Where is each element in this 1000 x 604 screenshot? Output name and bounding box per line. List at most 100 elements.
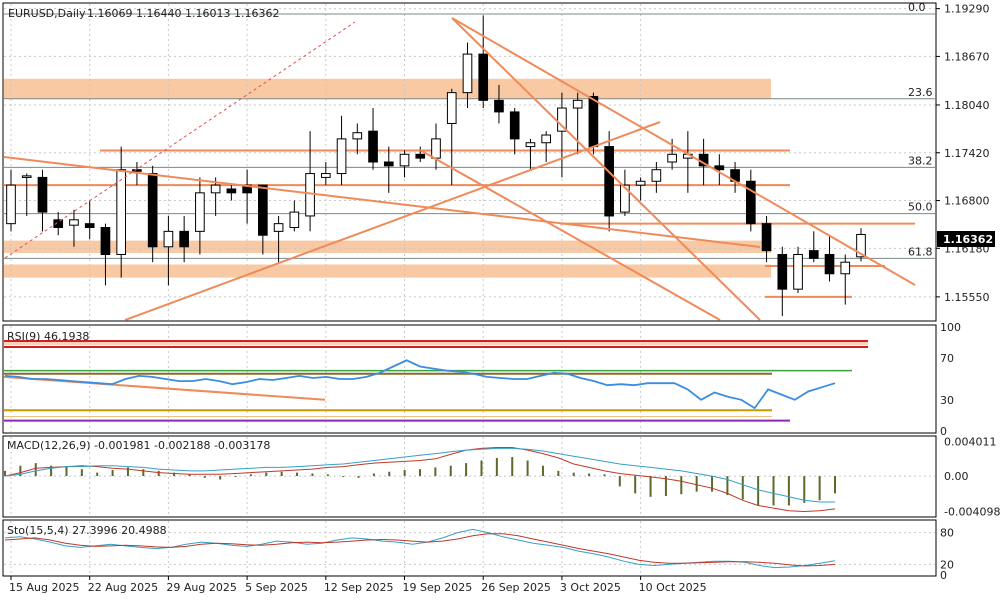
candle-body xyxy=(84,223,95,229)
candle-body xyxy=(116,169,127,255)
price-tick-label: 1.16800 xyxy=(944,195,990,208)
current-price-label: 1.16362 xyxy=(943,233,993,246)
candle-body xyxy=(6,184,16,225)
candle-body xyxy=(793,253,803,290)
price-axis: 1.192901.186701.180401.174201.168001.161… xyxy=(936,3,990,304)
candle-body xyxy=(195,192,205,232)
trendline xyxy=(451,17,761,321)
sto-tick-label: 20 xyxy=(940,558,954,571)
candle-body xyxy=(226,188,237,194)
price-tick-label: 1.19290 xyxy=(944,3,990,16)
time-tick-label: 15 Aug 2025 xyxy=(9,581,79,594)
macd-layer: 0.004011 0.00 -0.004098 xyxy=(4,435,1000,519)
macd-panel-border xyxy=(2,435,937,518)
candle-body xyxy=(635,180,646,186)
candle-body xyxy=(588,95,599,148)
trendline xyxy=(419,149,721,321)
candle-body xyxy=(620,184,630,213)
candle-body xyxy=(431,138,441,159)
rsi-tick-label: 70 xyxy=(940,352,954,365)
candle-body xyxy=(21,175,32,178)
sto-tick-label: 0 xyxy=(940,569,947,582)
candle-body xyxy=(100,227,111,255)
macd-tick-label: 0.004011 xyxy=(944,435,997,448)
fib-labels: 0.0 23.6 38.2 50.0 61.8 xyxy=(908,1,933,258)
candle-body xyxy=(494,99,504,113)
time-tick-label: 19 Sep 2025 xyxy=(403,581,473,594)
rsi-band xyxy=(4,341,868,345)
candle-body xyxy=(210,184,221,194)
candle-body xyxy=(132,169,142,172)
trendlines-layer xyxy=(3,17,916,321)
candle-body xyxy=(525,142,536,148)
candle-body xyxy=(572,99,583,109)
candle-body xyxy=(368,130,378,163)
fibonacci-levels xyxy=(4,13,935,298)
current-price-tag xyxy=(937,231,995,247)
candle-body xyxy=(179,230,189,248)
fib-label: 23.6 xyxy=(908,86,933,99)
candle-body xyxy=(383,161,394,167)
candle-body xyxy=(462,53,473,94)
fib-label: 50.0 xyxy=(908,201,933,214)
sto-tick-label: 80 xyxy=(940,527,954,540)
sto-layer: 80 200 xyxy=(4,527,954,582)
rsi-line xyxy=(4,359,836,410)
support-resistance-zones xyxy=(4,78,771,278)
candle-body xyxy=(163,230,174,248)
fib-label: 0.0 xyxy=(908,1,926,14)
trendline xyxy=(3,156,761,248)
candle-body xyxy=(320,173,331,178)
candle-body xyxy=(761,223,772,252)
macd-main-line xyxy=(4,447,835,503)
time-tick-label: 26 Sep 2025 xyxy=(481,581,551,594)
time-tick-label: 12 Sep 2025 xyxy=(324,581,394,594)
price-tick-label: 1.18670 xyxy=(944,50,990,63)
rsi-panel-border xyxy=(2,324,937,434)
candle-body xyxy=(478,53,489,101)
candle-body xyxy=(336,138,347,175)
candle-body xyxy=(53,219,64,229)
sto-signal-line xyxy=(4,533,836,567)
candle-body xyxy=(273,223,284,232)
candle-body xyxy=(604,146,614,217)
time-tick-label: 3 Oct 2025 xyxy=(560,581,621,594)
candle-body xyxy=(509,111,520,140)
macd-header: MACD(12,26,9) -0.001981 -0.002188 -0.003… xyxy=(7,439,270,452)
candle-body xyxy=(824,253,835,275)
candle-body xyxy=(352,132,363,140)
candle-body xyxy=(651,169,662,182)
candle-body xyxy=(557,107,567,132)
fib-label: 61.8 xyxy=(908,245,933,258)
price-tick-label: 1.15550 xyxy=(944,291,990,304)
fib-label: 38.2 xyxy=(908,154,933,167)
zone-band xyxy=(4,264,771,278)
time-tick-label: 29 Aug 2025 xyxy=(166,581,236,594)
candle-body xyxy=(399,153,410,167)
time-axis: 15 Aug 2025 22 Aug 2025 29 Aug 2025 5 Sep 2… xyxy=(9,576,707,594)
symbol-label: EURUSD,Daily xyxy=(8,7,86,20)
candle-body xyxy=(415,153,426,159)
candle-body xyxy=(777,253,788,290)
candle-body xyxy=(541,134,552,144)
candle-body xyxy=(856,233,866,258)
candle-body xyxy=(745,180,756,225)
ohlc-label: 1.16069 1.16440 1.16013 1.16362 xyxy=(87,7,279,20)
rsi-tick-label: 30 xyxy=(940,394,954,407)
time-tick-label: 10 Oct 2025 xyxy=(639,581,707,594)
macd-tick-label: -0.004098 xyxy=(944,506,1000,519)
rsi-tick-label: 0 xyxy=(940,425,947,438)
zone-band xyxy=(4,78,771,99)
trendline xyxy=(451,17,916,286)
candle-body xyxy=(714,165,725,171)
main-panel-border xyxy=(2,2,937,322)
sto-panel-border xyxy=(2,519,937,577)
candle-body xyxy=(289,211,300,229)
trendline xyxy=(124,121,661,321)
candle-body xyxy=(446,92,457,124)
candle-body xyxy=(69,219,79,226)
dashed-trendline xyxy=(4,21,356,259)
time-tick-label: 22 Aug 2025 xyxy=(88,581,158,594)
candle-body xyxy=(840,261,851,275)
sto-header: Sto(15,5,4) 27.3996 20.4988 xyxy=(7,524,167,537)
